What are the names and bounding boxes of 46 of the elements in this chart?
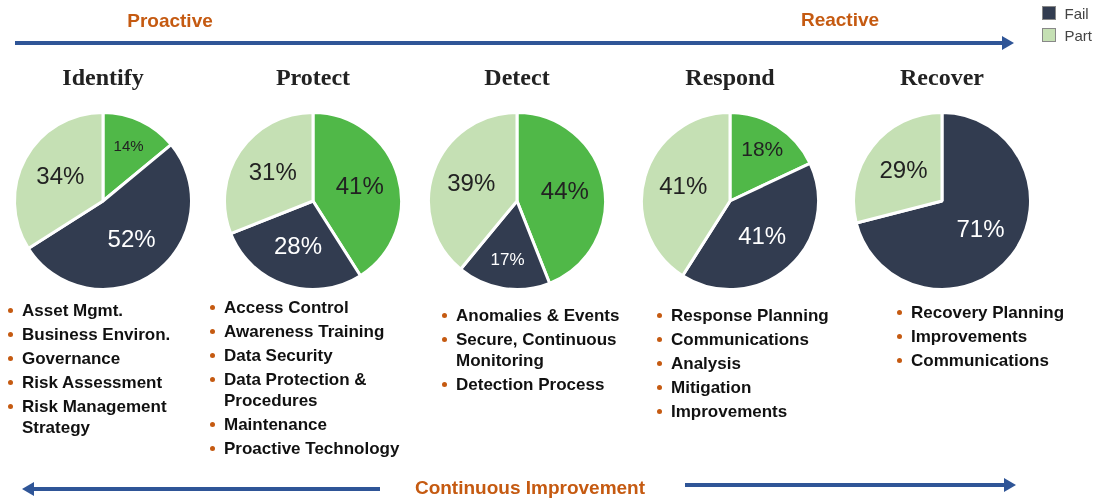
data-label: 39% xyxy=(447,169,496,197)
chart-title: Protect xyxy=(274,64,352,91)
text: Data Security xyxy=(224,345,333,366)
text: Communications xyxy=(911,350,1049,371)
text: Awareness Training xyxy=(224,321,385,342)
text: Business Environ. xyxy=(22,324,171,345)
data-label: 18% xyxy=(741,136,784,160)
text: Improvements xyxy=(911,326,1028,347)
data-label: 44% xyxy=(540,176,589,204)
legend-label: Fail xyxy=(1064,4,1089,22)
text: Identify xyxy=(61,64,145,91)
text: Asset Mgmt. xyxy=(22,300,124,321)
text: Mitigation xyxy=(671,377,752,398)
chart-title: Detect xyxy=(483,64,551,91)
text: Communications xyxy=(671,329,809,350)
text: Improvements xyxy=(671,401,788,422)
text: Maintenance xyxy=(224,414,327,435)
text: Proactive Technology xyxy=(224,438,400,459)
text: Detection Process xyxy=(456,374,605,395)
data-label: 52% xyxy=(107,225,156,252)
text: Anomalies & Events xyxy=(456,305,620,326)
text: Analysis xyxy=(671,353,741,374)
data-label: 17% xyxy=(490,250,525,270)
data-label: 41% xyxy=(738,222,787,250)
data-label: 71% xyxy=(956,215,1005,243)
text: Recovery Planning xyxy=(911,302,1065,323)
text: Risk Assessment xyxy=(22,372,163,393)
text: Response Planning xyxy=(671,305,829,326)
chart-title: Respond xyxy=(684,64,776,91)
text: Governance xyxy=(22,348,121,369)
text: Continuous Improvement xyxy=(413,477,647,499)
chart-title: Recover xyxy=(899,64,985,91)
text: Risk Management Strategy xyxy=(22,396,168,438)
text: Secure, Continuous Monitoring xyxy=(456,329,618,371)
data-label: 41% xyxy=(335,172,384,200)
data-label: 14% xyxy=(113,136,144,154)
text: Reactive xyxy=(799,9,881,31)
text: Data Protection & Procedures xyxy=(224,369,368,411)
data-label: 31% xyxy=(248,158,297,186)
text: Proactive xyxy=(126,10,214,32)
legend-label: Part xyxy=(1064,26,1092,44)
data-label: 28% xyxy=(273,231,322,259)
data-label: 34% xyxy=(36,162,85,190)
data-label: 29% xyxy=(879,155,928,183)
text: Access Control xyxy=(224,297,349,318)
data-label: 41% xyxy=(659,172,708,200)
